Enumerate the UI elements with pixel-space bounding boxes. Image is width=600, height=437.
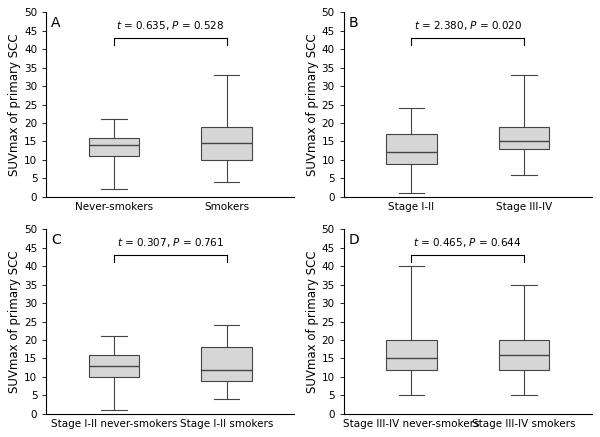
Text: D: D (349, 233, 359, 247)
PathPatch shape (202, 347, 252, 381)
PathPatch shape (89, 138, 139, 156)
Text: A: A (52, 16, 61, 30)
Y-axis label: SUVmax of primary SCC: SUVmax of primary SCC (8, 250, 22, 393)
PathPatch shape (89, 355, 139, 377)
Text: $\mathit{t}$ = 2.380, $\mathit{P}$ = 0.020: $\mathit{t}$ = 2.380, $\mathit{P}$ = 0.0… (413, 19, 522, 32)
Text: $\mathit{t}$ = 0.635, $\mathit{P}$ = 0.528: $\mathit{t}$ = 0.635, $\mathit{P}$ = 0.5… (116, 19, 224, 32)
PathPatch shape (499, 127, 550, 149)
Y-axis label: SUVmax of primary SCC: SUVmax of primary SCC (8, 33, 22, 176)
Text: $\mathit{t}$ = 0.307, $\mathit{P}$ = 0.761: $\mathit{t}$ = 0.307, $\mathit{P}$ = 0.7… (117, 236, 224, 249)
Y-axis label: SUVmax of primary SCC: SUVmax of primary SCC (305, 33, 319, 176)
Text: B: B (349, 16, 358, 30)
PathPatch shape (386, 134, 437, 163)
PathPatch shape (202, 127, 252, 160)
Y-axis label: SUVmax of primary SCC: SUVmax of primary SCC (305, 250, 319, 393)
PathPatch shape (499, 340, 550, 370)
PathPatch shape (386, 340, 437, 370)
Text: C: C (52, 233, 61, 247)
Text: $\mathit{t}$ = 0.465, $\mathit{P}$ = 0.644: $\mathit{t}$ = 0.465, $\mathit{P}$ = 0.6… (413, 236, 522, 249)
